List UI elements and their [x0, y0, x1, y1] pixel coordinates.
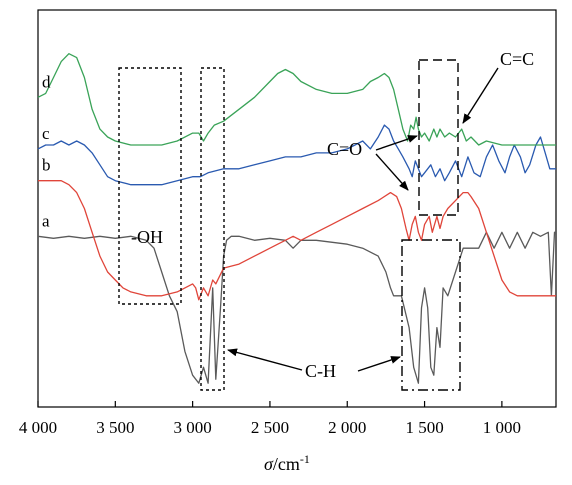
- co-arrow-lower: [375, 153, 409, 191]
- ch-box-left: [200, 67, 225, 391]
- oh-label: -OH: [131, 227, 163, 247]
- co-cc-box: [418, 59, 459, 216]
- curve-labels: a bc d: [42, 72, 51, 230]
- x-tick-label: 3 000: [174, 418, 212, 437]
- ch-arrow-left: [227, 348, 303, 371]
- x-tick-label: 1 500: [405, 418, 443, 437]
- plot-frame: [37, 9, 557, 408]
- series-line-c: [37, 124, 556, 186]
- ch-arrow-right: [357, 356, 401, 372]
- curve-label-b: b: [42, 156, 51, 175]
- oh-box: [118, 67, 182, 305]
- curve-label-a: a: [42, 211, 50, 230]
- spectra: [37, 53, 556, 384]
- x-axis-unit: /cm: [273, 454, 300, 474]
- series-line-d: [37, 53, 556, 146]
- cc-label: C=C: [500, 49, 534, 69]
- x-tick-label: 3 500: [96, 418, 134, 437]
- ch-label: C-H: [305, 361, 336, 381]
- x-tick-label: 2 500: [251, 418, 289, 437]
- ch-box-right: [401, 239, 461, 391]
- x-tick-label: 2 000: [328, 418, 366, 437]
- co-label: C=O: [327, 139, 362, 159]
- x-tick-label: 4 000: [19, 418, 57, 437]
- x-axis-exponent: -1: [300, 452, 310, 466]
- cc-arrow: [462, 67, 499, 124]
- series-line-b: [38, 180, 556, 301]
- x-ticks: 4 000 3 500 3 000 2 500 2 000 1 500 1 000: [19, 401, 521, 437]
- series-line-a: [37, 231, 556, 384]
- x-axis-title: σ/cm-1: [264, 452, 310, 474]
- x-axis-symbol: σ: [264, 454, 274, 474]
- curve-label-d: d: [42, 72, 51, 91]
- x-tick-label: 1 000: [483, 418, 521, 437]
- curve-label-c: c: [42, 124, 50, 143]
- co-arrow-upper: [375, 135, 418, 151]
